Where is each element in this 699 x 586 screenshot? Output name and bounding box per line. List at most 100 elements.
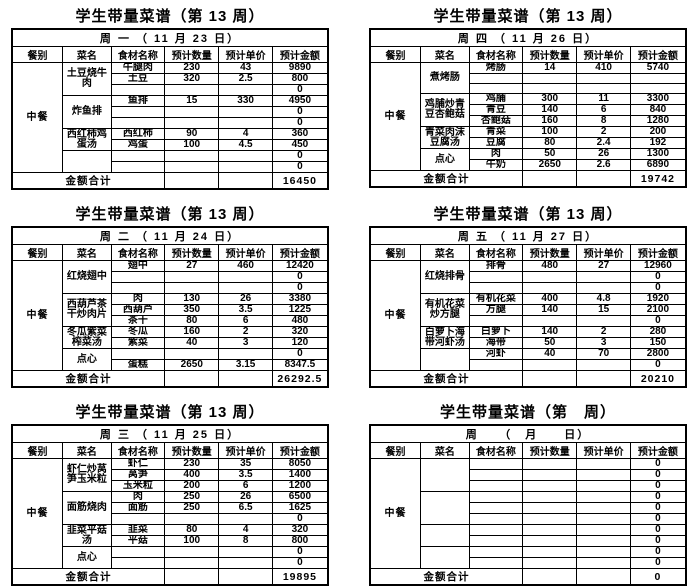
ingredient-cell	[110, 348, 166, 360]
quantity-cell	[164, 546, 220, 558]
col-header: 预计数量	[522, 244, 578, 261]
ingredient-cell: 青菜	[468, 126, 524, 138]
header-row: 餐别 菜名 食材名称 预计数量 预计单价 预计金额	[369, 244, 687, 261]
amount-cell: 1400	[271, 469, 329, 481]
unit-price-cell	[218, 106, 273, 118]
unit-price-cell	[576, 557, 631, 569]
quantity-cell	[522, 491, 578, 503]
amount-cell: 8347.5	[271, 359, 329, 371]
table-body: 周 三 （ 11 月 25 日） 餐别 菜名 食材名称 预计数量 预计单价 预计金额 中餐 虾仁…	[11, 424, 329, 586]
col-header: 预计数量	[164, 244, 220, 261]
unit-price-cell: 6	[218, 480, 273, 492]
col-header: 食材名称	[110, 46, 166, 63]
total-row: 金额合计 0	[369, 568, 687, 586]
unit-price-cell: 4.8	[576, 293, 631, 305]
amount-cell: 0	[271, 546, 329, 558]
col-header: 预计单价	[218, 442, 273, 459]
unit-price-cell: 2.5	[218, 73, 273, 85]
menu-title: 学生带量菜谱（第 13 周）	[75, 8, 265, 25]
dish-name-cell: 煮烤肠	[420, 62, 470, 94]
unit-price-cell: 3	[576, 337, 631, 349]
total-quantity-cell	[522, 568, 578, 586]
table-row: 面筋烧肉肉 250 26 6500	[12, 491, 329, 525]
unit-price-cell: 8	[576, 115, 631, 127]
amount-cell: 5740	[629, 62, 687, 74]
table-row: 鸡蛋 100 4.5 450	[12, 139, 329, 151]
quantity-cell: 80	[164, 315, 220, 327]
ingredient-cell: 鱼排	[110, 95, 166, 107]
col-header: 预计数量	[164, 46, 220, 63]
quantity-cell: 80	[522, 137, 578, 149]
ingredient-cell	[468, 73, 524, 84]
menu-section-tuesday: 学生带量菜谱（第 13 周）周 二 （ 11 月 24 日） 餐别 菜名 食材名称 预计…	[10, 203, 330, 388]
ingredient-cell: 茶干	[110, 315, 166, 327]
quantity-cell: 140	[522, 326, 578, 338]
total-amount-cell: 20210	[629, 370, 687, 388]
ingredient-cell	[110, 513, 166, 525]
quantity-cell	[522, 282, 578, 294]
total-amount-cell: 26292.5	[271, 370, 329, 388]
quantity-cell	[164, 348, 220, 360]
ingredient-cell: 牛奶	[468, 159, 524, 171]
amount-cell: 0	[629, 557, 687, 569]
amount-cell: 200	[629, 126, 687, 138]
unit-price-cell: 330	[218, 95, 273, 107]
amount-cell: 280	[629, 326, 687, 338]
amount-cell: 8050	[271, 458, 329, 470]
ingredient-cell	[110, 106, 166, 118]
total-row: 金额合计 26292.5	[11, 370, 329, 388]
unit-price-cell	[576, 83, 631, 94]
date-line: 周 一 （ 11 月 23 日）	[11, 28, 329, 47]
ingredient-cell: 翅中	[110, 260, 166, 272]
ingredient-cell	[110, 161, 166, 173]
quantity-cell: 130	[164, 293, 220, 305]
col-header: 菜名	[62, 46, 112, 63]
table-row: 0	[370, 359, 687, 371]
meal-cell: 中餐	[11, 260, 64, 371]
quantity-cell: 100	[522, 126, 578, 138]
table-row: 0	[370, 315, 687, 327]
unit-price-cell	[576, 282, 631, 294]
total-unit-price-cell	[218, 370, 273, 388]
amount-cell	[629, 83, 687, 94]
col-header: 餐别	[11, 46, 64, 63]
unit-price-cell	[576, 491, 631, 503]
menu-table: 周 一 （ 11 月 23 日） 餐别 菜名 食材名称 预计数量 预计单价 预计金额 中餐 土豆…	[11, 28, 329, 190]
amount-cell: 0	[271, 106, 329, 118]
table-row: 中餐 红烧翅中 翅中 27 460 12420	[11, 260, 329, 371]
quantity-cell: 40	[164, 337, 220, 349]
amount-cell: 450	[271, 139, 329, 151]
amount-cell: 3380	[271, 293, 329, 305]
col-header: 预计金额	[629, 442, 687, 459]
col-header: 预计金额	[629, 46, 687, 63]
menu-title: 学生带量菜谱（第 13 周）	[433, 206, 623, 223]
total-quantity-cell	[164, 370, 220, 388]
unit-price-cell	[218, 282, 273, 294]
amount-cell: 9890	[271, 62, 329, 74]
ingredient-cell: 海带	[468, 337, 524, 349]
unit-price-cell: 3.5	[218, 304, 273, 316]
unit-price-cell	[576, 513, 631, 525]
amount-cell: 0	[271, 271, 329, 283]
ingredient-cell	[468, 282, 524, 294]
ingredient-cell	[468, 480, 524, 492]
ingredient-cell: 平菇	[110, 535, 166, 547]
unit-price-cell: 2	[576, 326, 631, 338]
unit-price-cell: 6	[218, 315, 273, 327]
unit-price-cell: 3.15	[218, 359, 273, 371]
ingredient-cell	[110, 150, 166, 162]
ingredient-cell	[110, 271, 166, 283]
col-header: 餐别	[11, 244, 64, 261]
date-row: 周 三 （ 11 月 25 日）	[11, 424, 329, 443]
col-header: 食材名称	[468, 244, 524, 261]
amount-cell: 320	[271, 326, 329, 338]
table-row: 鸡脯炒青豆杏鲍菇 鸡脯 300 11 3300	[370, 93, 687, 127]
quantity-cell: 140	[522, 304, 578, 316]
meal-cell: 中餐	[369, 260, 422, 371]
amount-cell: 0	[629, 546, 687, 558]
meal-cell: 中餐	[11, 62, 64, 173]
table-row: 中餐 虾仁炒莴笋玉米粒 虾仁 230 35 8050	[11, 458, 329, 569]
amount-cell: 0	[271, 150, 329, 162]
amount-cell: 840	[629, 104, 687, 116]
amount-cell: 4950	[271, 95, 329, 107]
